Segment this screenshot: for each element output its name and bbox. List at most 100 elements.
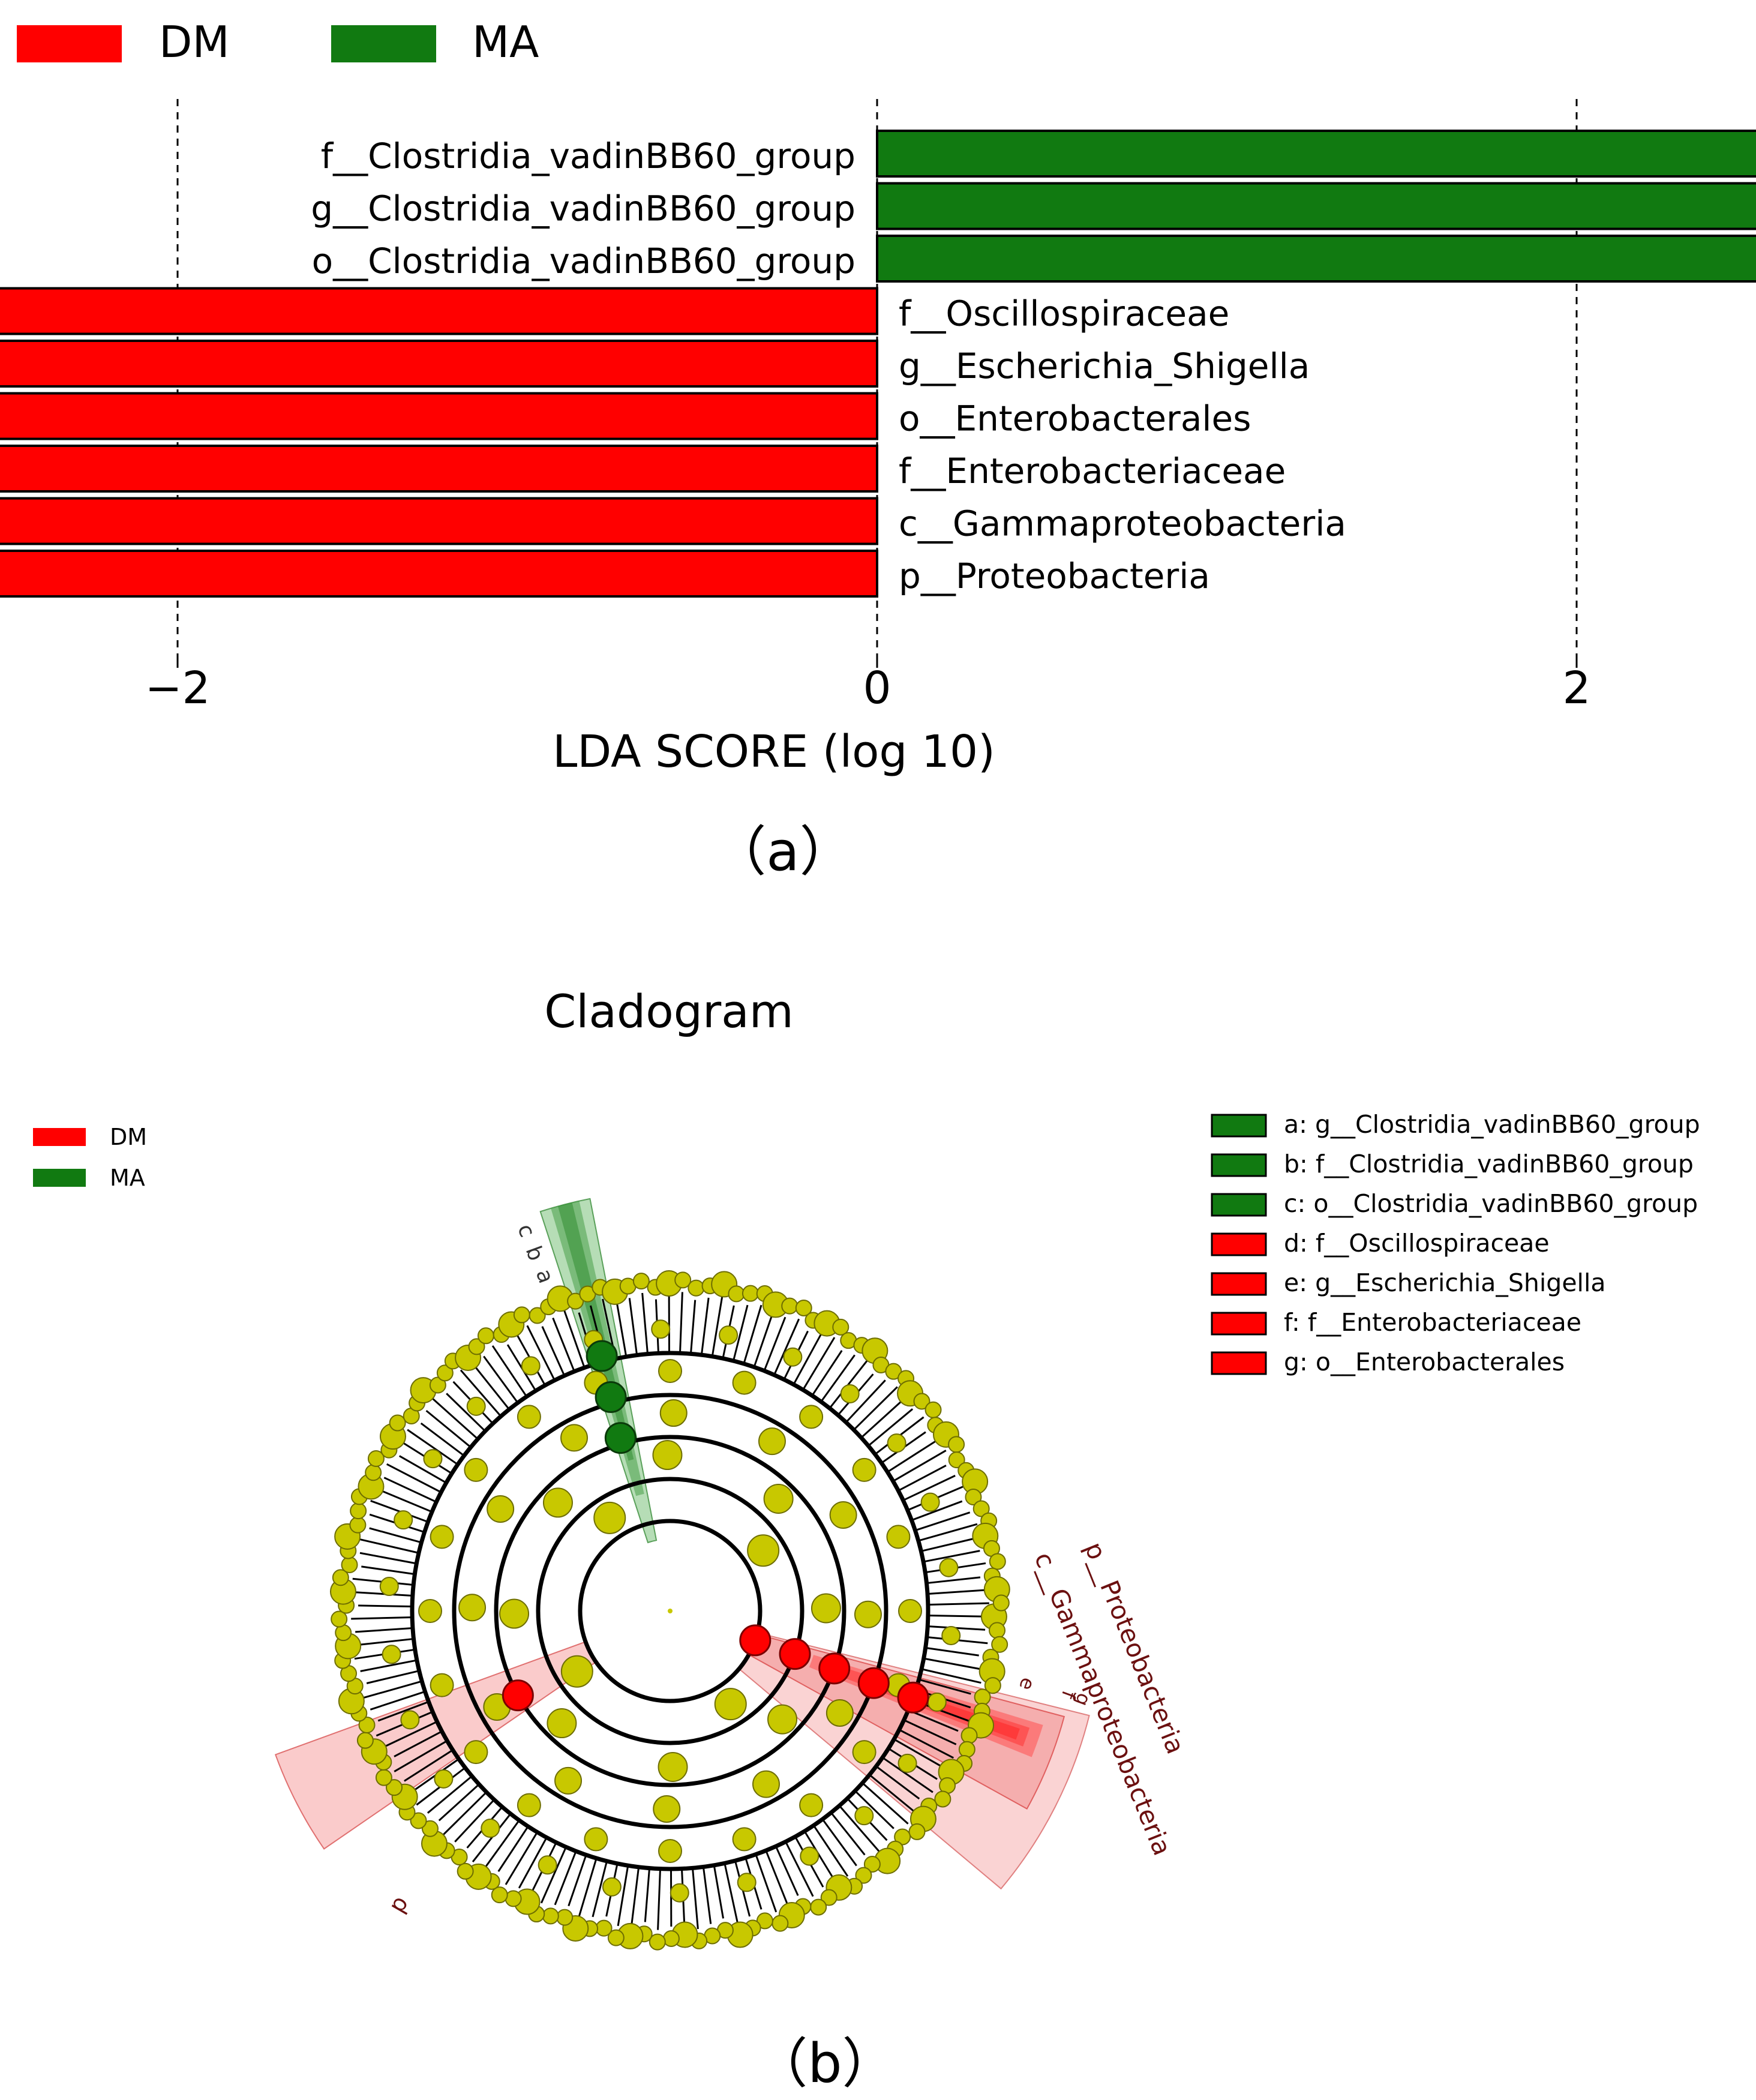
cladogram-branch — [460, 1369, 502, 1417]
cladogram-branch — [691, 1868, 699, 1930]
cladogram-branch — [899, 1729, 954, 1759]
cladogram-branch — [497, 1826, 529, 1872]
cladogram-node-dm — [818, 1652, 851, 1685]
cladogram-branch — [505, 1831, 538, 1885]
cladogram-branch — [641, 1292, 649, 1354]
cladogram-branch — [853, 1386, 898, 1431]
cladogram-leaf-node — [989, 1553, 1006, 1570]
cladogram-branch — [425, 1409, 472, 1448]
cladogram-branch — [918, 1523, 978, 1542]
cladogram-leaf-node — [356, 1732, 374, 1749]
cladogram-branch — [483, 1355, 519, 1403]
lda-panel: DM MA f__Clostridia_vadinBB60_group g__Cl… — [0, 17, 1756, 883]
cladogram-leaf-node — [989, 1622, 1006, 1639]
cladogram-node — [714, 1688, 747, 1721]
cladogram-node — [658, 1751, 688, 1782]
cladogram-branch — [628, 1298, 638, 1355]
cladogram-branch — [472, 1813, 512, 1863]
cladogram-branch — [733, 1304, 749, 1361]
lda-x-ticks: −4−2024 — [145, 657, 1591, 714]
lda-bars — [0, 130, 1756, 598]
cladogram-branch — [812, 1825, 849, 1877]
cladogram-branch — [554, 1850, 577, 1906]
cladogram-leaf-node — [350, 1502, 367, 1520]
cladogram-branch — [351, 1616, 413, 1620]
lda-bar — [0, 497, 879, 545]
cladogram-leaf-node — [863, 1856, 881, 1873]
cladogram-branch — [927, 1615, 982, 1618]
cladogram-branch — [915, 1511, 971, 1532]
lda-category-label: g__Clostridia_vadinBB60_group — [311, 188, 856, 229]
cladogram-branch — [923, 1550, 980, 1563]
cladogram-leaf-node — [992, 1594, 1010, 1612]
cladogram-branch — [420, 1422, 465, 1457]
cladogram-node — [379, 1577, 399, 1597]
cladogram-branch — [394, 1740, 448, 1772]
cladogram-node — [547, 1708, 577, 1739]
cladogram-node — [651, 1319, 671, 1339]
cladogram-branch — [700, 1297, 710, 1355]
cladogram-node — [811, 1593, 841, 1624]
cladogram-node — [430, 1673, 454, 1697]
cladogram-node — [481, 1819, 500, 1838]
lda-category-label: f__Oscillospiraceae — [899, 293, 1229, 334]
cladogram-branch — [887, 1440, 936, 1473]
cladogram-branch — [753, 1315, 773, 1367]
cladogram-branch — [362, 1680, 422, 1699]
cladogram-node — [763, 1483, 794, 1514]
cladogram-branch — [616, 1303, 628, 1357]
key-swatch — [1211, 1272, 1267, 1296]
cladogram-node — [430, 1525, 454, 1549]
cladogram-node — [394, 1510, 413, 1530]
cladogram-node — [826, 1699, 854, 1727]
cladogram-branch — [518, 1837, 548, 1889]
cladogram-leaf-node — [542, 1907, 559, 1925]
cladogram-leaf-node — [820, 1889, 838, 1906]
cladogram-node — [434, 1769, 454, 1789]
cladogram-branch — [427, 1775, 473, 1814]
legend-swatch-dm — [17, 25, 122, 62]
cladogram-leaf-node — [984, 1677, 1001, 1694]
cladogram-node — [800, 1846, 820, 1866]
cladogram-branch — [765, 1850, 788, 1904]
cladogram-branch — [820, 1354, 856, 1403]
cladogram-node — [538, 1855, 557, 1875]
cladogram-leaf-node — [513, 1306, 530, 1324]
x-tick-label: −2 — [145, 662, 210, 714]
cladogram-node — [799, 1405, 824, 1429]
cladogram-node-ma — [595, 1381, 627, 1413]
cladogram-leaf-node — [781, 1297, 799, 1315]
cladogram-node — [658, 1359, 682, 1383]
lda-bar — [0, 445, 879, 493]
cladogram-branch — [370, 1690, 425, 1711]
cladogram-node — [517, 1793, 541, 1817]
lda-bar — [876, 130, 1756, 178]
cladogram-leaf-node — [662, 1930, 680, 1947]
cladogram-leaf-node — [832, 1318, 850, 1336]
cladogram-leaf-node — [389, 1414, 406, 1432]
lda-x-axis-label: LDA SCORE (log 10) — [553, 726, 995, 778]
lda-bar — [0, 550, 879, 598]
cladogram-branch — [438, 1783, 480, 1822]
cladogram-node — [854, 1806, 874, 1826]
cladogram-leaf-node — [477, 1327, 494, 1345]
cladogram-node — [897, 1753, 917, 1773]
cladogram-node — [927, 1692, 947, 1712]
cladogram-leaf-node — [934, 1790, 951, 1808]
cladogram-node — [939, 1558, 959, 1577]
cladogram-leaf-node — [742, 1285, 759, 1302]
clado-legend-swatch-ma — [33, 1169, 86, 1187]
cladogram-branch — [359, 1538, 419, 1554]
legend-label-dm: DM — [159, 17, 230, 67]
cladogram-node — [400, 1710, 420, 1730]
clade-label-b: b — [521, 1243, 548, 1264]
cladogram-branch — [921, 1668, 981, 1684]
cladogram-branch — [923, 1657, 981, 1670]
key-swatch — [1211, 1153, 1267, 1177]
cladogram-node — [767, 1704, 798, 1735]
cladogram-branch — [475, 1366, 510, 1410]
cladogram-branch — [491, 1345, 528, 1397]
cladogram-leaf-node — [795, 1299, 812, 1316]
lda-bar — [0, 287, 878, 335]
